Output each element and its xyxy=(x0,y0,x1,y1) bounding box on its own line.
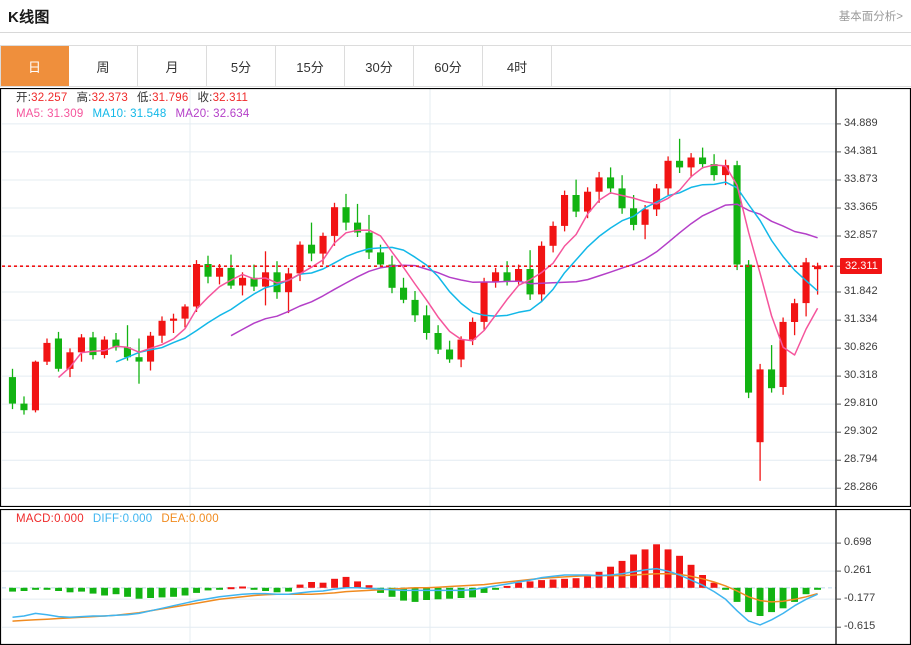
price-axis-label: 30.826 xyxy=(844,341,878,354)
macd-axis-label: 0.261 xyxy=(844,564,872,577)
page-title: K线图 xyxy=(8,8,50,26)
ma10-value: 31.548 xyxy=(130,108,167,120)
ma20-key: MA20: xyxy=(175,108,210,120)
high-value: 32.373 xyxy=(91,92,128,104)
macd-canvas[interactable] xyxy=(0,509,911,645)
ma20-value: 32.634 xyxy=(213,108,250,120)
tab-2[interactable]: 周 xyxy=(69,46,138,86)
tab-5[interactable]: 15分 xyxy=(276,46,345,86)
fundamental-analysis-link[interactable]: 基本面分析> xyxy=(838,11,903,23)
price-axis-label: 28.794 xyxy=(844,453,878,466)
macd-panel: MACD:0.000 DIFF:0.000 DEA:0.000 0.698 0.261… xyxy=(0,509,911,645)
tab-6[interactable]: 30分 xyxy=(345,46,414,86)
ma-legend: MA5: 31.309 MA10: 31.548 MA20: 32.634 xyxy=(16,106,250,122)
price-panel: 开:32.257 高:32.373 低:31.796 收:32.311 MA5: 31… xyxy=(0,88,911,507)
low-value: 31.796 xyxy=(152,92,189,104)
dea-key: DEA: xyxy=(161,513,190,525)
tab-1[interactable]: 日 xyxy=(0,46,69,86)
price-axis-label: 33.365 xyxy=(844,201,878,213)
ma5-key: MA5: xyxy=(16,108,44,120)
ohlc-legend: 开:32.257 高:32.373 低:31.796 收:32.311 xyxy=(16,90,248,106)
price-axis-label: 29.302 xyxy=(844,425,878,438)
price-axis-label: 31.334 xyxy=(844,313,878,326)
timeframe-tabbar: 日周月 5分 15分 30分 60分 4时 xyxy=(0,45,911,87)
macd-axis-label: 0.698 xyxy=(844,536,872,549)
dea-value: 0.000 xyxy=(189,513,219,525)
tab-8[interactable]: 4时 xyxy=(483,46,552,86)
page-header: K线图 基本面分析> xyxy=(0,0,911,32)
macd-key: MACD: xyxy=(16,513,55,525)
open-value: 32.257 xyxy=(31,92,68,104)
price-axis-label: 31.842 xyxy=(844,285,878,298)
macd-legend: MACD:0.000 DIFF:0.000 DEA:0.000 xyxy=(16,511,219,527)
high-key: 高: xyxy=(76,92,92,104)
tabbar-filler xyxy=(552,46,911,86)
ma10-key: MA10: xyxy=(92,108,127,120)
tab-7[interactable]: 60分 xyxy=(414,46,483,86)
macd-axis-label: -0.177 xyxy=(844,592,876,605)
price-axis-label: 33.873 xyxy=(844,172,878,185)
price-axis-label: 34.889 xyxy=(844,116,878,129)
chart-area: 开:32.257 高:32.373 低:31.796 收:32.311 MA5: 31… xyxy=(0,88,911,645)
price-axis-label: 30.318 xyxy=(844,369,878,382)
ma5-value: 31.309 xyxy=(47,108,84,120)
low-key: 低: xyxy=(136,92,153,104)
tab-4[interactable]: 5分 xyxy=(207,46,276,86)
tab-3[interactable]: 月 xyxy=(138,46,207,86)
candlestick-canvas[interactable] xyxy=(0,88,911,507)
open-key: 开: xyxy=(16,92,32,104)
diff-value: 0.000 xyxy=(122,513,153,525)
header-divider xyxy=(0,32,911,33)
current-price-tag: 32.311 xyxy=(840,258,882,275)
macd-value: 0.000 xyxy=(54,513,84,525)
close-key: 收: xyxy=(197,92,213,104)
price-axis-label: 29.810 xyxy=(844,397,878,410)
diff-key: DIFF: xyxy=(92,513,123,525)
close-value: 32.311 xyxy=(212,92,249,104)
price-axis-label: 28.286 xyxy=(844,481,878,494)
price-axis-label: 32.857 xyxy=(844,229,878,242)
price-axis-label: 34.381 xyxy=(844,144,878,157)
macd-axis-label: -0.615 xyxy=(844,620,876,633)
